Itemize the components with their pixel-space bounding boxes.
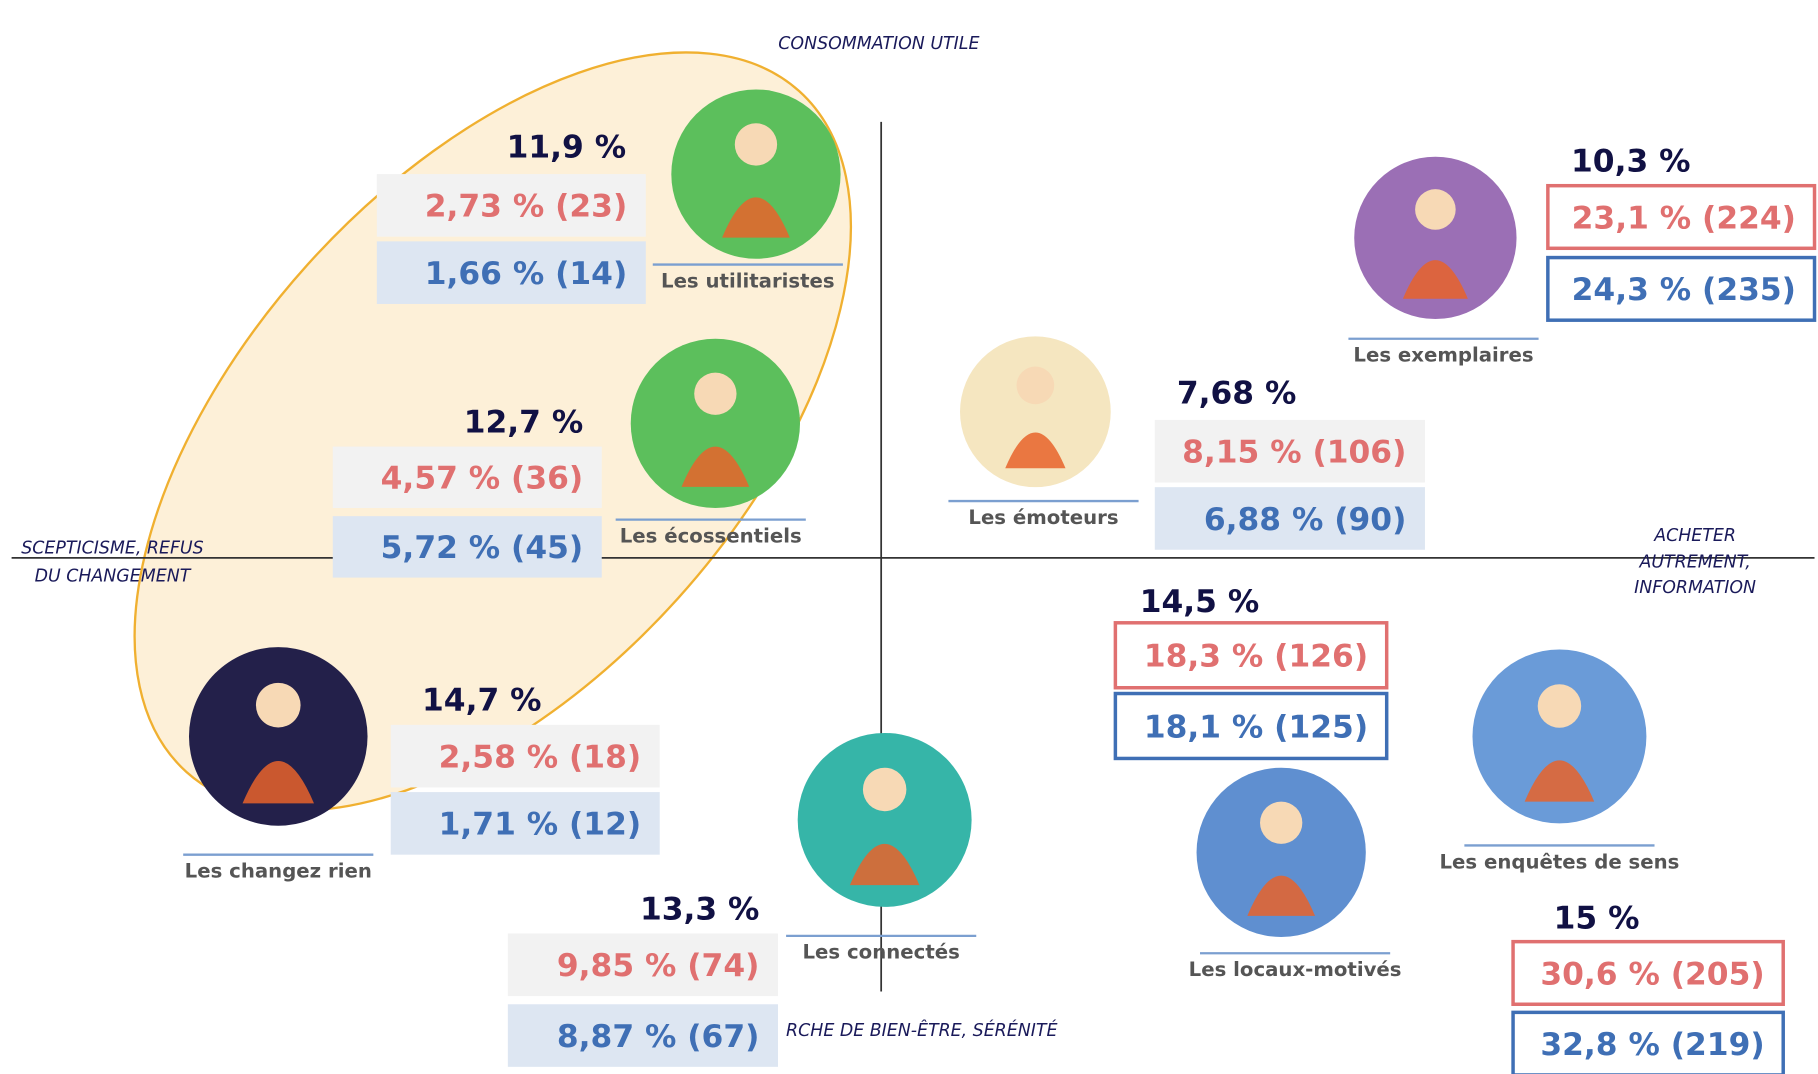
persona-head: [863, 768, 906, 811]
segment-name: Les enquêtes de sens: [1439, 850, 1679, 873]
segment-total: 14,7 %: [422, 683, 541, 719]
segment-total: 15 %: [1554, 901, 1640, 937]
persona-head: [256, 683, 301, 728]
blue-value: 6,88 % (90): [1204, 502, 1407, 538]
segment-name: Les émoteurs: [968, 506, 1118, 529]
persona-head: [1415, 189, 1456, 230]
red-value: 8,15 % (106): [1182, 435, 1406, 471]
segment-name: Les connectés: [803, 941, 960, 964]
red-value: 2,73 % (23): [425, 189, 628, 225]
segment-total: 11,9 %: [507, 130, 626, 166]
axis-label-left: SCEPTICISME, REFUS: [21, 539, 203, 559]
axis-label-bottom: RCHE DE BIEN-ÊTRE, SÉRÉNITÉ: [786, 1019, 1057, 1041]
segment-name: Les exemplaires: [1353, 344, 1533, 367]
red-value: 30,6 % (205): [1540, 956, 1764, 992]
persona-head: [735, 123, 777, 165]
axis-label-right: ACHETER: [1653, 526, 1736, 546]
blue-value: 24,3 % (235): [1572, 272, 1796, 308]
red-value: 2,58 % (18): [439, 739, 642, 775]
persona-head: [694, 373, 736, 415]
red-value: 9,85 % (74): [557, 948, 760, 984]
persona-head: [1260, 802, 1302, 844]
infographic: CONSOMMATION UTILE RCHE DE BIEN-ÊTRE, SÉ…: [0, 0, 1818, 1074]
axis-label-right: INFORMATION: [1634, 578, 1756, 598]
segment-name: Les utilitaristes: [661, 269, 835, 292]
red-value: 23,1 % (224): [1572, 200, 1796, 236]
axis-label-right: AUTREMENT,: [1638, 553, 1750, 573]
blue-value: 1,66 % (14): [425, 256, 628, 292]
blue-value: 32,8 % (219): [1540, 1027, 1764, 1063]
segment-total: 7,68 %: [1177, 375, 1296, 411]
axis-label-left: DU CHANGEMENT: [35, 566, 192, 586]
segment-name: Les écossentiels: [620, 525, 802, 548]
segment-total: 12,7 %: [464, 404, 583, 440]
segment-name: Les locaux-motivés: [1189, 958, 1402, 981]
persona-head: [1538, 684, 1581, 727]
blue-value: 18,1 % (125): [1144, 709, 1368, 745]
blue-value: 5,72 % (45): [381, 530, 584, 566]
segment-total: 13,3 %: [640, 891, 759, 927]
red-value: 4,57 % (36): [381, 461, 584, 497]
segment-total: 14,5 %: [1140, 584, 1259, 620]
blue-value: 1,71 % (12): [439, 807, 642, 843]
segment-total: 10,3 %: [1571, 144, 1690, 180]
persona-head: [1017, 367, 1055, 405]
red-value: 18,3 % (126): [1144, 639, 1368, 675]
axis-label-top: CONSOMMATION UTILE: [778, 34, 979, 54]
blue-value: 8,87 % (67): [557, 1019, 760, 1055]
segment-name: Les changez rien: [185, 860, 372, 883]
